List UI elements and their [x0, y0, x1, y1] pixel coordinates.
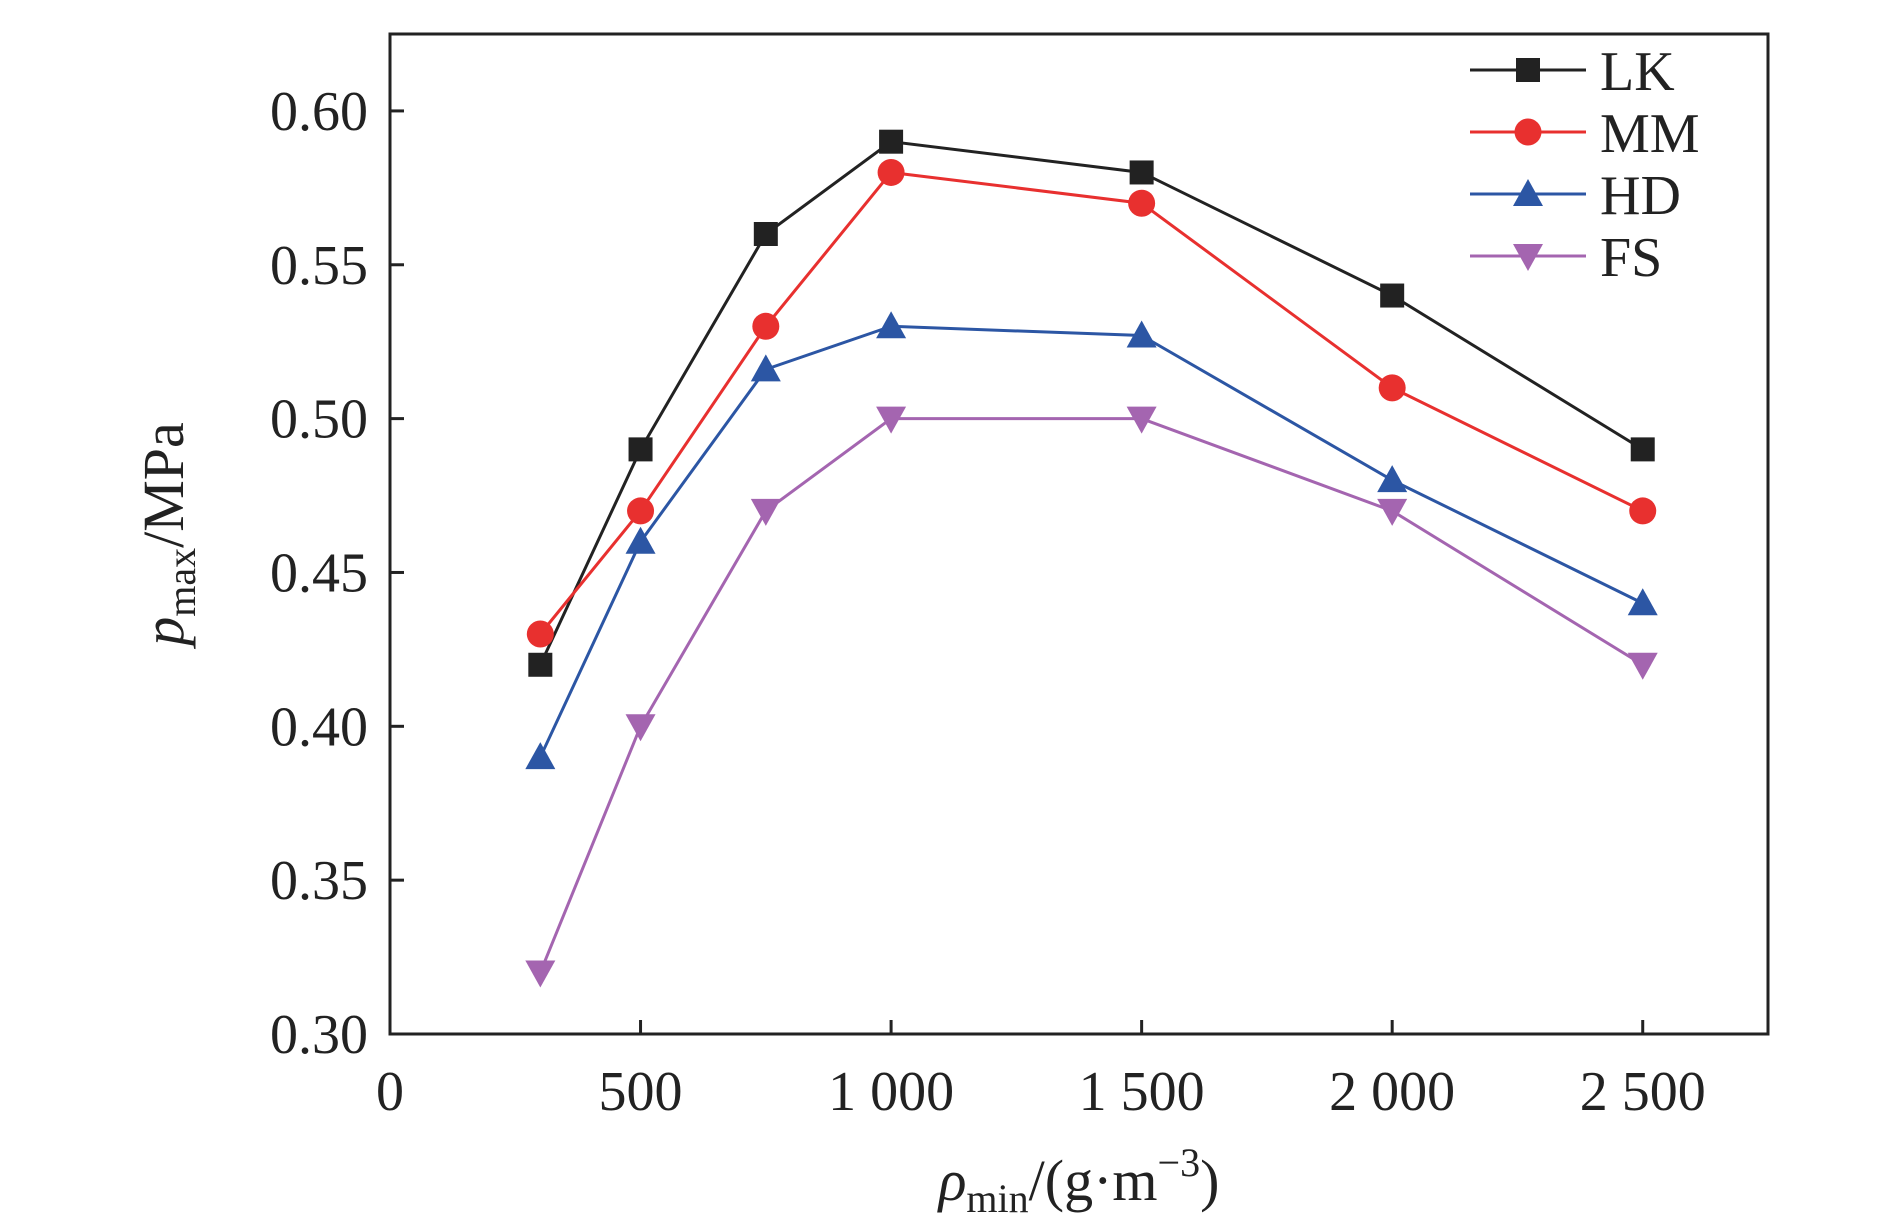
y-tick-label: 0.40: [270, 696, 368, 758]
x-tick-label: 0: [376, 1061, 404, 1123]
data-point-lk: [753, 222, 778, 246]
y-tick-label: 0.30: [270, 1004, 368, 1066]
data-point-lk: [628, 437, 653, 462]
data-point-mm: [1378, 374, 1406, 402]
x-tick-label: 2 000: [1329, 1061, 1455, 1123]
data-point-mm: [627, 497, 655, 525]
x-tick-label: 1 500: [1079, 1061, 1205, 1123]
y-axis-title: pmax/MPa: [131, 422, 204, 650]
data-point-hd: [1377, 465, 1408, 493]
data-point-lk: [1129, 160, 1154, 185]
series-line-hd: [538, 324, 1644, 758]
y-tick-label: 0.55: [270, 235, 368, 297]
data-point-mm: [1629, 497, 1657, 525]
series-line-fs: [538, 417, 1644, 974]
plot-frame: [388, 32, 1770, 1036]
data-point-fs: [625, 714, 656, 742]
data-point-lk: [879, 129, 904, 154]
data-point-mm: [752, 312, 780, 340]
legend-label-hd: HD: [1600, 165, 1681, 227]
data-point-fs: [525, 960, 556, 988]
series-lines: [538, 140, 1644, 974]
data-point-hd: [750, 354, 781, 382]
series-line-lk: [538, 140, 1644, 666]
data-point-fs: [1126, 406, 1157, 434]
legend-label-mm: MM: [1600, 103, 1700, 165]
data-point-fs: [1627, 652, 1658, 680]
data-point-hd: [876, 311, 907, 339]
y-tick-label: 0.45: [270, 542, 368, 604]
data-point-hd: [1126, 320, 1157, 348]
y-tick-label: 0.35: [270, 850, 368, 912]
data-point-hd: [625, 526, 656, 554]
data-point-hd: [525, 742, 556, 770]
data-point-mm: [526, 620, 554, 648]
data-point-mm: [1128, 189, 1156, 217]
y-tick-label: 0.60: [270, 81, 368, 143]
y-tick-label: 0.50: [270, 389, 368, 451]
data-point-fs: [750, 498, 781, 526]
x-tick-label: 2 500: [1580, 1061, 1706, 1123]
data-point-lk: [528, 652, 553, 677]
legend-marker-fs: [1513, 244, 1543, 271]
legend-label-fs: FS: [1600, 227, 1662, 289]
x-tick-label: 1 000: [828, 1061, 954, 1123]
legend-marker-mm: [1514, 118, 1542, 146]
data-point-lk: [1380, 283, 1405, 308]
data-point-hd: [1627, 588, 1658, 616]
data-point-lk: [1630, 437, 1655, 462]
y-axis: 0.30 0.35 0.40 0.45 0.50 0.55 0.60: [270, 81, 404, 1066]
x-axis: 0 500 1 000 1 500 2 000 2 500: [376, 1020, 1706, 1123]
legend-marker-lk: [1516, 58, 1540, 82]
series-markers: [525, 129, 1658, 988]
legend-marker-hd: [1513, 179, 1543, 206]
x-axis-title: ρmin/(g·m−3): [937, 1140, 1220, 1221]
data-point-fs: [876, 406, 907, 434]
data-point-fs: [1377, 498, 1408, 526]
data-point-mm: [877, 158, 905, 186]
legend-label-lk: LK: [1600, 41, 1675, 103]
x-tick-label: 500: [599, 1061, 683, 1123]
